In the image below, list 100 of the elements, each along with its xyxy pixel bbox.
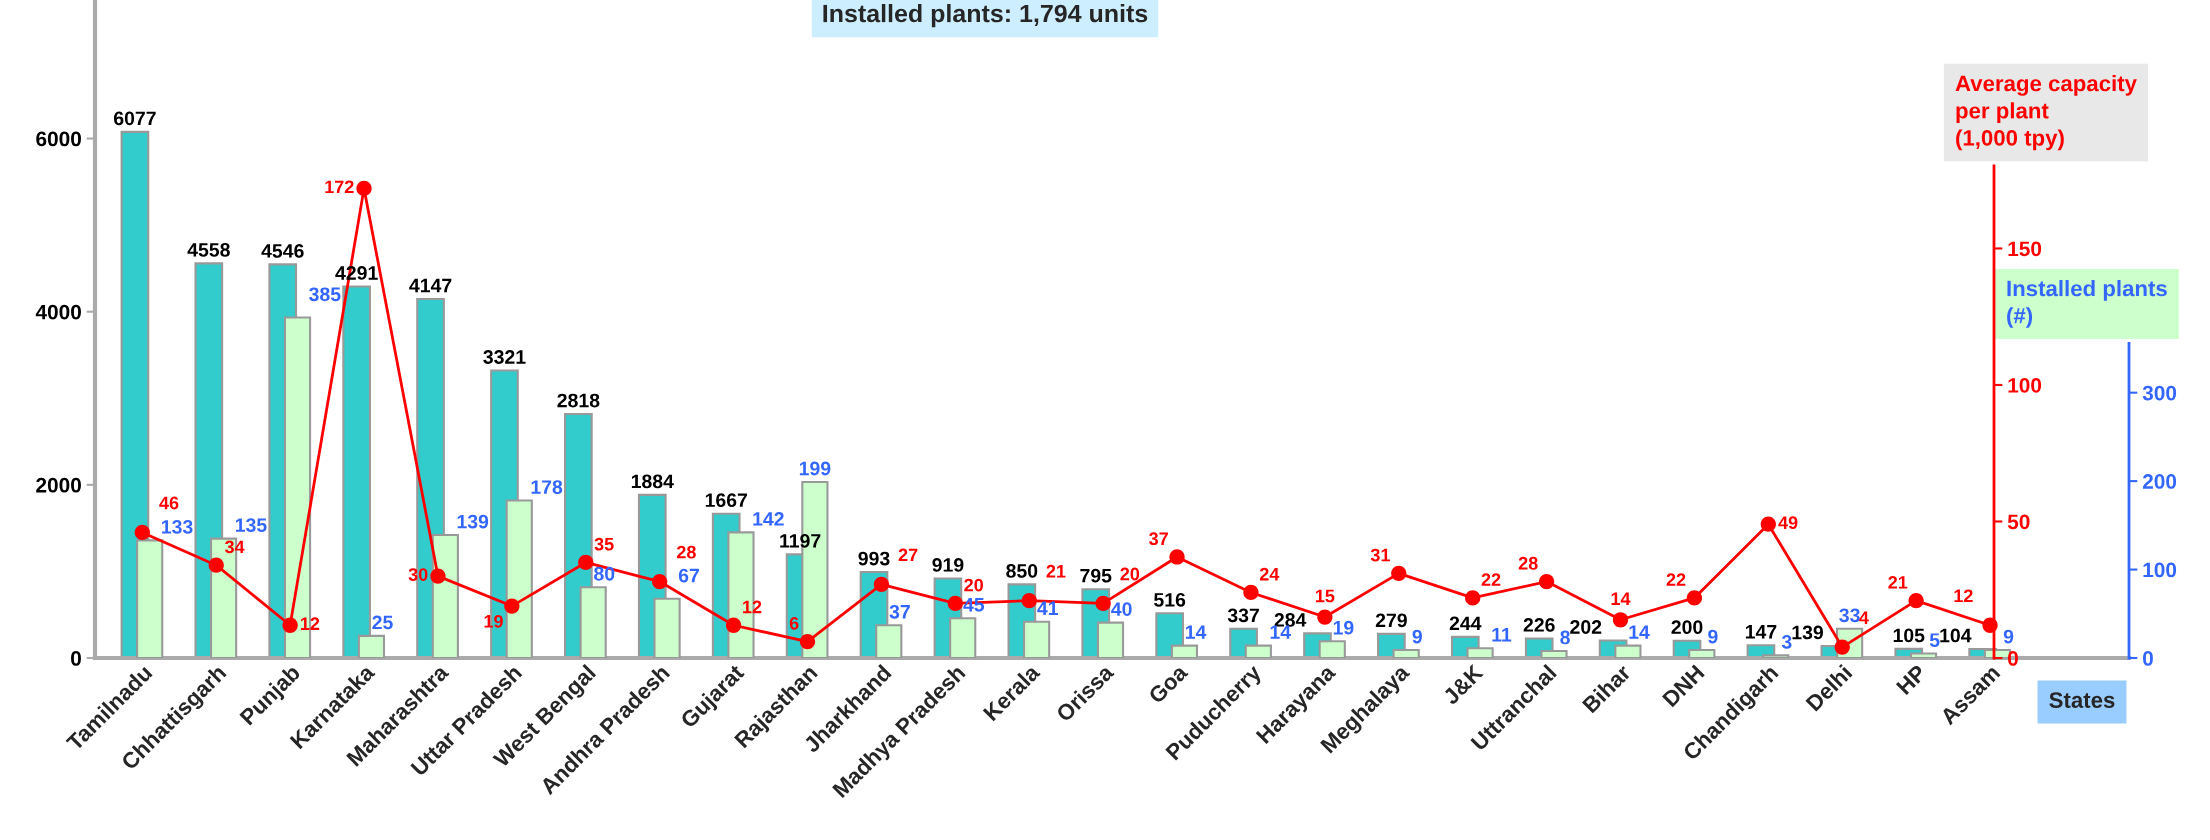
data-label: 1667 bbox=[705, 493, 747, 508]
data-label: 135 bbox=[235, 518, 267, 533]
data-label: 4 bbox=[1859, 611, 1869, 624]
y3-tick-label: 100 bbox=[2143, 562, 2177, 578]
data-label: 385 bbox=[309, 287, 341, 302]
data-label: 993 bbox=[858, 551, 890, 566]
data-label: 9 bbox=[1412, 629, 1422, 644]
data-label: 6077 bbox=[114, 111, 156, 126]
data-label: 67 bbox=[678, 568, 699, 583]
data-label: 226 bbox=[1523, 618, 1555, 632]
data-label: 147 bbox=[1745, 625, 1777, 639]
data-label: 133 bbox=[162, 519, 193, 534]
data-label: 1197 bbox=[780, 533, 821, 548]
data-label: 795 bbox=[1080, 568, 1112, 583]
point bbox=[1021, 593, 1037, 609]
data-label: 279 bbox=[1375, 613, 1407, 628]
y3-tick-label: 300 bbox=[2142, 385, 2177, 401]
data-label: 34 bbox=[224, 540, 245, 554]
data-label: 28 bbox=[676, 545, 696, 559]
y-tick-label: 4000 bbox=[35, 304, 81, 320]
y-tick-label: 6000 bbox=[36, 131, 81, 147]
data-label: 1884 bbox=[631, 474, 674, 489]
y2-tick-label: 100 bbox=[2008, 377, 2042, 393]
y-tick-label: 0 bbox=[71, 651, 81, 666]
data-label: 22 bbox=[1481, 573, 1501, 586]
point bbox=[1169, 549, 1185, 565]
data-label: 21 bbox=[1888, 575, 1908, 589]
point bbox=[504, 598, 520, 614]
data-label: 4558 bbox=[187, 242, 230, 257]
point bbox=[1686, 590, 1703, 606]
data-label: 284 bbox=[1274, 613, 1307, 627]
point bbox=[208, 557, 224, 573]
x-axis-title: States bbox=[2049, 692, 2115, 708]
data-label: 37 bbox=[1149, 532, 1168, 546]
data-label: 12 bbox=[1954, 589, 1973, 603]
data-label: 4147 bbox=[409, 278, 452, 293]
data-label: 14 bbox=[1629, 625, 1650, 639]
y2-axis-title: Average capacity per plant (1,000 tpy) bbox=[1955, 75, 2137, 151]
data-label: 200 bbox=[1671, 620, 1703, 635]
data-label: 15 bbox=[1315, 589, 1335, 603]
data-label: 40 bbox=[1111, 602, 1132, 616]
data-label: 20 bbox=[1120, 567, 1140, 581]
point bbox=[430, 568, 446, 584]
data-label: 20 bbox=[964, 578, 983, 592]
data-label: 202 bbox=[1570, 620, 1602, 634]
point bbox=[578, 554, 594, 571]
point bbox=[799, 633, 816, 650]
point bbox=[356, 180, 372, 197]
point bbox=[1982, 617, 1998, 633]
y2-tick-label: 50 bbox=[2007, 514, 2030, 530]
data-label: 850 bbox=[1006, 564, 1038, 578]
data-label: 19 bbox=[1333, 620, 1354, 635]
data-label: 3321 bbox=[483, 350, 526, 364]
y2-tick-label: 0 bbox=[2008, 651, 2018, 666]
point bbox=[1243, 584, 1259, 601]
point bbox=[1391, 565, 1407, 581]
data-label: 337 bbox=[1227, 608, 1259, 623]
chart-title: Installed plants: 1,794 units bbox=[823, 4, 1148, 28]
data-label: 516 bbox=[1154, 592, 1186, 607]
data-label: 104 bbox=[1940, 628, 1972, 643]
point bbox=[1465, 590, 1481, 606]
y3-tick-label: 0 bbox=[2143, 651, 2153, 666]
point bbox=[1317, 609, 1333, 625]
point bbox=[282, 617, 298, 633]
data-label: 31 bbox=[1370, 548, 1390, 562]
data-label: 4546 bbox=[261, 244, 304, 258]
data-label: 12 bbox=[743, 600, 762, 614]
data-label: 33 bbox=[1839, 608, 1860, 623]
data-label: 139 bbox=[1792, 625, 1824, 640]
y3-tick-label: 200 bbox=[2142, 474, 2177, 489]
data-label: 80 bbox=[594, 566, 615, 581]
point bbox=[873, 576, 890, 592]
data-label: 105 bbox=[1893, 628, 1925, 643]
data-label: 139 bbox=[457, 514, 489, 529]
point bbox=[725, 617, 742, 633]
point bbox=[1095, 595, 1111, 612]
point bbox=[1612, 612, 1629, 628]
y-tick-label: 2000 bbox=[36, 477, 81, 493]
data-label: 9 bbox=[2003, 629, 2014, 644]
data-label: 6 bbox=[789, 616, 799, 630]
data-label: 46 bbox=[159, 496, 179, 510]
data-label: 24 bbox=[1259, 567, 1280, 581]
y2-tick-label: 150 bbox=[2008, 241, 2042, 257]
data-label: 49 bbox=[1778, 516, 1798, 530]
data-label: 14 bbox=[1185, 625, 1207, 639]
data-label: 244 bbox=[1449, 616, 1482, 631]
data-label: 28 bbox=[1518, 556, 1538, 570]
data-label: 21 bbox=[1046, 564, 1066, 578]
data-label: 3 bbox=[1781, 634, 1792, 649]
point bbox=[1908, 593, 1924, 609]
x-tick-label: HP bbox=[1895, 663, 1927, 696]
data-label: 22 bbox=[1666, 573, 1686, 586]
data-label: 5 bbox=[1929, 633, 1940, 647]
data-label: 199 bbox=[799, 461, 831, 476]
point bbox=[1538, 573, 1555, 590]
point bbox=[1760, 516, 1776, 532]
data-label: 14 bbox=[1611, 592, 1631, 605]
data-label: 12 bbox=[300, 617, 320, 630]
data-label: 2818 bbox=[557, 393, 600, 408]
y3-axis-title: Installed plants (#) bbox=[2007, 280, 2167, 328]
